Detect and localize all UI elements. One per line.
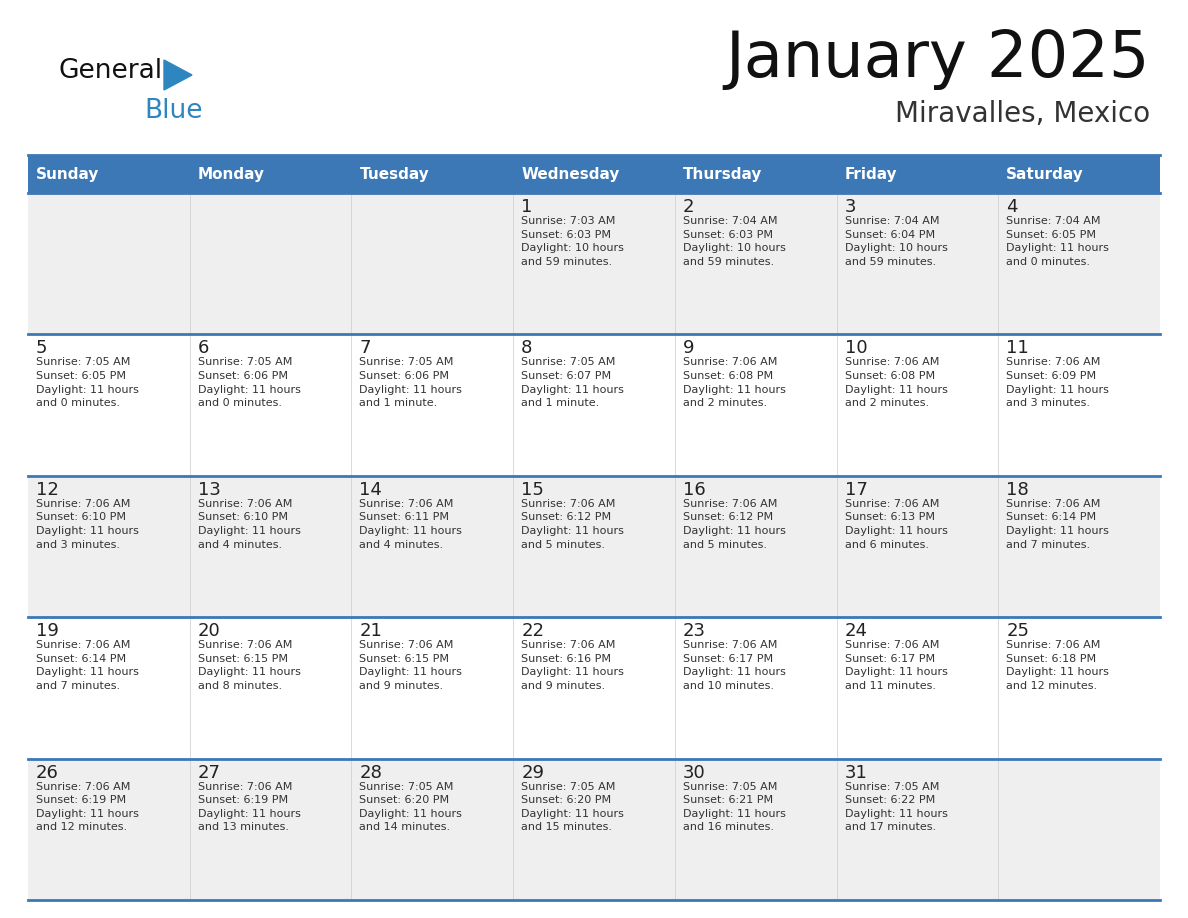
Text: Sunrise: 7:06 AM
Sunset: 6:15 PM
Daylight: 11 hours
and 8 minutes.: Sunrise: 7:06 AM Sunset: 6:15 PM Dayligh… <box>197 640 301 691</box>
Bar <box>29 155 1159 193</box>
Text: Sunrise: 7:03 AM
Sunset: 6:03 PM
Daylight: 10 hours
and 59 minutes.: Sunrise: 7:03 AM Sunset: 6:03 PM Dayligh… <box>522 216 624 267</box>
Text: Saturday: Saturday <box>1006 166 1083 182</box>
Text: Thursday: Thursday <box>683 166 763 182</box>
Text: Sunrise: 7:06 AM
Sunset: 6:17 PM
Daylight: 11 hours
and 10 minutes.: Sunrise: 7:06 AM Sunset: 6:17 PM Dayligh… <box>683 640 785 691</box>
Text: 31: 31 <box>845 764 867 781</box>
Text: 8: 8 <box>522 340 532 357</box>
Bar <box>29 334 1159 476</box>
Text: 1: 1 <box>522 198 532 216</box>
Text: Wednesday: Wednesday <box>522 166 619 182</box>
Text: Sunrise: 7:06 AM
Sunset: 6:10 PM
Daylight: 11 hours
and 3 minutes.: Sunrise: 7:06 AM Sunset: 6:10 PM Dayligh… <box>36 498 139 550</box>
Text: Sunrise: 7:05 AM
Sunset: 6:06 PM
Daylight: 11 hours
and 0 minutes.: Sunrise: 7:05 AM Sunset: 6:06 PM Dayligh… <box>197 357 301 409</box>
Text: Miravalles, Mexico: Miravalles, Mexico <box>895 100 1150 128</box>
Text: Sunrise: 7:06 AM
Sunset: 6:14 PM
Daylight: 11 hours
and 7 minutes.: Sunrise: 7:06 AM Sunset: 6:14 PM Dayligh… <box>36 640 139 691</box>
Text: 23: 23 <box>683 622 706 640</box>
Text: 11: 11 <box>1006 340 1029 357</box>
Text: 18: 18 <box>1006 481 1029 498</box>
Text: 25: 25 <box>1006 622 1029 640</box>
Text: 3: 3 <box>845 198 857 216</box>
Text: Sunrise: 7:05 AM
Sunset: 6:21 PM
Daylight: 11 hours
and 16 minutes.: Sunrise: 7:05 AM Sunset: 6:21 PM Dayligh… <box>683 781 785 833</box>
Text: Sunrise: 7:04 AM
Sunset: 6:05 PM
Daylight: 11 hours
and 0 minutes.: Sunrise: 7:04 AM Sunset: 6:05 PM Dayligh… <box>1006 216 1110 267</box>
Bar <box>29 193 1159 334</box>
Text: Sunrise: 7:06 AM
Sunset: 6:08 PM
Daylight: 11 hours
and 2 minutes.: Sunrise: 7:06 AM Sunset: 6:08 PM Dayligh… <box>845 357 948 409</box>
Text: 4: 4 <box>1006 198 1018 216</box>
Text: 9: 9 <box>683 340 694 357</box>
Bar <box>29 617 1159 758</box>
Text: Sunrise: 7:05 AM
Sunset: 6:07 PM
Daylight: 11 hours
and 1 minute.: Sunrise: 7:05 AM Sunset: 6:07 PM Dayligh… <box>522 357 624 409</box>
Text: Sunrise: 7:06 AM
Sunset: 6:18 PM
Daylight: 11 hours
and 12 minutes.: Sunrise: 7:06 AM Sunset: 6:18 PM Dayligh… <box>1006 640 1110 691</box>
Text: 20: 20 <box>197 622 221 640</box>
Text: Sunrise: 7:06 AM
Sunset: 6:14 PM
Daylight: 11 hours
and 7 minutes.: Sunrise: 7:06 AM Sunset: 6:14 PM Dayligh… <box>1006 498 1110 550</box>
Text: 26: 26 <box>36 764 59 781</box>
Text: Sunrise: 7:04 AM
Sunset: 6:03 PM
Daylight: 10 hours
and 59 minutes.: Sunrise: 7:04 AM Sunset: 6:03 PM Dayligh… <box>683 216 785 267</box>
Text: 27: 27 <box>197 764 221 781</box>
Text: Sunrise: 7:06 AM
Sunset: 6:16 PM
Daylight: 11 hours
and 9 minutes.: Sunrise: 7:06 AM Sunset: 6:16 PM Dayligh… <box>522 640 624 691</box>
Text: Sunrise: 7:06 AM
Sunset: 6:08 PM
Daylight: 11 hours
and 2 minutes.: Sunrise: 7:06 AM Sunset: 6:08 PM Dayligh… <box>683 357 785 409</box>
Text: 7: 7 <box>360 340 371 357</box>
Text: Sunrise: 7:05 AM
Sunset: 6:20 PM
Daylight: 11 hours
and 15 minutes.: Sunrise: 7:05 AM Sunset: 6:20 PM Dayligh… <box>522 781 624 833</box>
Text: 5: 5 <box>36 340 48 357</box>
Text: 15: 15 <box>522 481 544 498</box>
Text: Sunrise: 7:06 AM
Sunset: 6:11 PM
Daylight: 11 hours
and 4 minutes.: Sunrise: 7:06 AM Sunset: 6:11 PM Dayligh… <box>360 498 462 550</box>
Text: Sunrise: 7:06 AM
Sunset: 6:17 PM
Daylight: 11 hours
and 11 minutes.: Sunrise: 7:06 AM Sunset: 6:17 PM Dayligh… <box>845 640 948 691</box>
Text: 30: 30 <box>683 764 706 781</box>
Text: Sunday: Sunday <box>36 166 100 182</box>
Text: Tuesday: Tuesday <box>360 166 429 182</box>
Text: 17: 17 <box>845 481 867 498</box>
Text: Sunrise: 7:06 AM
Sunset: 6:15 PM
Daylight: 11 hours
and 9 minutes.: Sunrise: 7:06 AM Sunset: 6:15 PM Dayligh… <box>360 640 462 691</box>
Text: Blue: Blue <box>144 98 202 124</box>
Text: 22: 22 <box>522 622 544 640</box>
Text: 24: 24 <box>845 622 867 640</box>
Text: 29: 29 <box>522 764 544 781</box>
Text: 13: 13 <box>197 481 221 498</box>
Text: 28: 28 <box>360 764 383 781</box>
Text: Sunrise: 7:05 AM
Sunset: 6:06 PM
Daylight: 11 hours
and 1 minute.: Sunrise: 7:05 AM Sunset: 6:06 PM Dayligh… <box>360 357 462 409</box>
Text: 16: 16 <box>683 481 706 498</box>
Bar <box>29 476 1159 617</box>
Text: 21: 21 <box>360 622 383 640</box>
Text: Sunrise: 7:06 AM
Sunset: 6:12 PM
Daylight: 11 hours
and 5 minutes.: Sunrise: 7:06 AM Sunset: 6:12 PM Dayligh… <box>683 498 785 550</box>
Bar <box>29 758 1159 900</box>
Text: Sunrise: 7:05 AM
Sunset: 6:20 PM
Daylight: 11 hours
and 14 minutes.: Sunrise: 7:05 AM Sunset: 6:20 PM Dayligh… <box>360 781 462 833</box>
Polygon shape <box>164 60 192 90</box>
Text: Friday: Friday <box>845 166 897 182</box>
Text: Sunrise: 7:06 AM
Sunset: 6:19 PM
Daylight: 11 hours
and 13 minutes.: Sunrise: 7:06 AM Sunset: 6:19 PM Dayligh… <box>197 781 301 833</box>
Text: Sunrise: 7:04 AM
Sunset: 6:04 PM
Daylight: 10 hours
and 59 minutes.: Sunrise: 7:04 AM Sunset: 6:04 PM Dayligh… <box>845 216 948 267</box>
Text: 12: 12 <box>36 481 59 498</box>
Text: Sunrise: 7:06 AM
Sunset: 6:19 PM
Daylight: 11 hours
and 12 minutes.: Sunrise: 7:06 AM Sunset: 6:19 PM Dayligh… <box>36 781 139 833</box>
Text: Sunrise: 7:05 AM
Sunset: 6:05 PM
Daylight: 11 hours
and 0 minutes.: Sunrise: 7:05 AM Sunset: 6:05 PM Dayligh… <box>36 357 139 409</box>
Text: 2: 2 <box>683 198 694 216</box>
Text: Sunrise: 7:06 AM
Sunset: 6:09 PM
Daylight: 11 hours
and 3 minutes.: Sunrise: 7:06 AM Sunset: 6:09 PM Dayligh… <box>1006 357 1110 409</box>
Text: 14: 14 <box>360 481 383 498</box>
Text: Sunrise: 7:06 AM
Sunset: 6:13 PM
Daylight: 11 hours
and 6 minutes.: Sunrise: 7:06 AM Sunset: 6:13 PM Dayligh… <box>845 498 948 550</box>
Text: Sunrise: 7:06 AM
Sunset: 6:10 PM
Daylight: 11 hours
and 4 minutes.: Sunrise: 7:06 AM Sunset: 6:10 PM Dayligh… <box>197 498 301 550</box>
Text: Sunrise: 7:06 AM
Sunset: 6:12 PM
Daylight: 11 hours
and 5 minutes.: Sunrise: 7:06 AM Sunset: 6:12 PM Dayligh… <box>522 498 624 550</box>
Text: Sunrise: 7:05 AM
Sunset: 6:22 PM
Daylight: 11 hours
and 17 minutes.: Sunrise: 7:05 AM Sunset: 6:22 PM Dayligh… <box>845 781 948 833</box>
Text: General: General <box>58 58 162 84</box>
Text: January 2025: January 2025 <box>726 28 1150 90</box>
Text: Monday: Monday <box>197 166 265 182</box>
Text: 10: 10 <box>845 340 867 357</box>
Text: 6: 6 <box>197 340 209 357</box>
Text: 19: 19 <box>36 622 59 640</box>
